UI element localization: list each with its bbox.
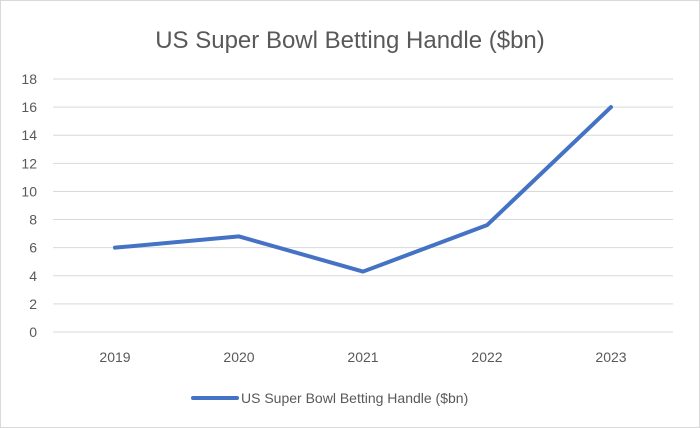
gridlines [53, 78, 673, 333]
y-tick-label: 2 [29, 296, 37, 312]
x-tick-label: 2021 [347, 349, 378, 365]
series-lines [113, 105, 613, 274]
y-tick-label: 8 [29, 212, 37, 228]
x-tick-label: 2023 [595, 349, 626, 365]
y-tick-label: 14 [21, 127, 37, 143]
y-tick-label: 6 [29, 240, 37, 256]
y-tick-label: 12 [21, 155, 37, 171]
y-tick-label: 10 [21, 183, 37, 199]
y-tick-label: 16 [21, 99, 37, 115]
series-line [113, 105, 613, 274]
y-tick-label: 4 [29, 268, 37, 284]
x-tick-label: 2022 [471, 349, 502, 365]
y-axis-ticks: 0 2 4 6 8 10 12 14 16 18 [21, 71, 37, 340]
x-tick-label: 2019 [99, 349, 130, 365]
x-axis-ticks: 2019 2020 2021 2022 2023 [99, 349, 626, 365]
chart-title: US Super Bowl Betting Handle ($bn) [155, 27, 545, 54]
legend-label: US Super Bowl Betting Handle ($bn) [241, 390, 468, 406]
y-tick-label: 0 [29, 324, 37, 340]
x-tick-label: 2020 [223, 349, 254, 365]
legend: US Super Bowl Betting Handle ($bn) [191, 390, 468, 406]
y-tick-label: 18 [21, 71, 37, 87]
